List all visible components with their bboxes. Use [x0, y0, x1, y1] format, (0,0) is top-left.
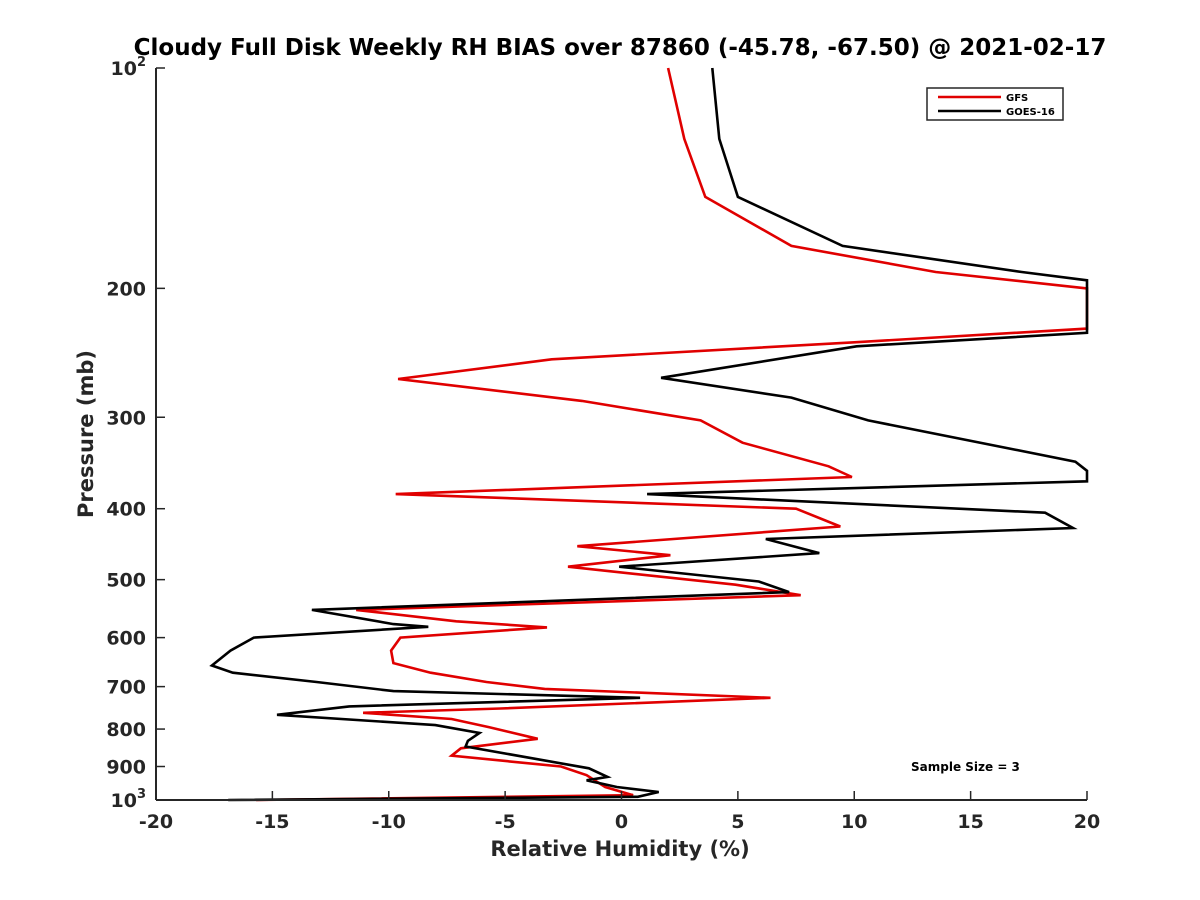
x-tick-label: 0	[615, 811, 628, 833]
series-line-goes16	[209, 67, 1089, 802]
y-tick-label: 700	[106, 677, 146, 699]
y-axis-label: Pressure (mb)	[74, 350, 98, 518]
sample-size-annotation: Sample Size = 3	[911, 760, 1020, 774]
x-tick-label: -20	[139, 811, 173, 833]
y-tick-label: 103	[111, 787, 147, 812]
y-tick-label: 300	[106, 407, 146, 429]
plot-area	[156, 68, 1087, 800]
y-tick-label: 200	[106, 278, 146, 300]
x-tick-label: 20	[1074, 811, 1100, 833]
y-tick-label: 600	[106, 628, 146, 650]
series-lines	[209, 67, 1089, 802]
y-tick-label: 800	[106, 719, 146, 741]
y-ticks: 102 200 300 400 500 600 700 800 900 103	[106, 55, 165, 812]
y-tick-label: 900	[106, 757, 146, 779]
y-tick-label: 102	[111, 55, 147, 80]
x-tick-label: 10	[841, 811, 867, 833]
y-tick-label: 400	[106, 499, 146, 521]
y-tick-label: 500	[106, 570, 146, 592]
x-tick-label: 15	[957, 811, 983, 833]
legend: GFS GOES-16	[926, 87, 1064, 121]
x-axis-label: Relative Humidity (%)	[490, 837, 749, 861]
x-tick-label: -10	[372, 811, 406, 833]
legend-label-gfs: GFS	[1006, 93, 1028, 104]
x-tick-label: -15	[255, 811, 289, 833]
x-tick-label: 5	[731, 811, 744, 833]
chart-title: Cloudy Full Disk Weekly RH BIAS over 878…	[134, 35, 1107, 61]
series-line-gfs	[256, 67, 1089, 802]
legend-label-goes16: GOES-16	[1006, 107, 1055, 118]
x-ticks: -20 -15 -10 -5 0 5 10 15 20	[139, 791, 1100, 833]
x-tick-label: -5	[495, 811, 516, 833]
legend-box	[926, 87, 1064, 121]
